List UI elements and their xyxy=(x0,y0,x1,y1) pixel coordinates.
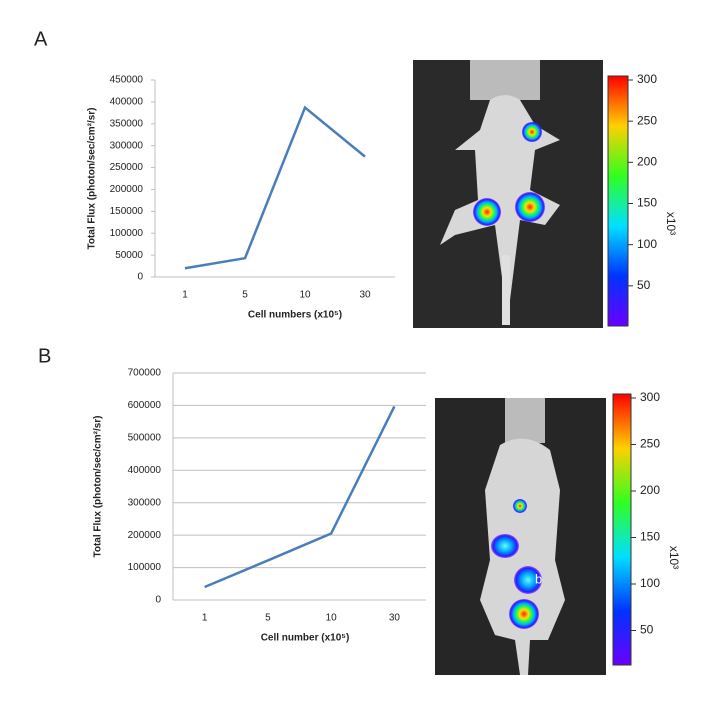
y-tick-label: 300000 xyxy=(128,497,162,508)
x-tick-label: 10 xyxy=(299,290,311,301)
y-tick-label: 450000 xyxy=(110,75,144,86)
colorbar-tick-label: 200 xyxy=(637,155,657,169)
line-series xyxy=(184,105,366,270)
y-tick-label: 150000 xyxy=(110,206,144,217)
y-tick-label: 400000 xyxy=(128,465,162,476)
x-tick-label: 10 xyxy=(326,613,338,624)
x-tick-label: 1 xyxy=(182,290,188,301)
colorbar-tick-label: 150 xyxy=(640,530,660,544)
x-tick-label: 30 xyxy=(359,290,371,301)
colorbar-tick-label: 300 xyxy=(640,390,660,404)
colorbar-tick-label: 50 xyxy=(637,278,651,292)
x-axis-label: Cell numbers (x10⁵) xyxy=(248,310,342,321)
colorbar-tick-label: 150 xyxy=(637,196,657,210)
x-tick-label: 1 xyxy=(202,613,208,624)
y-tick-label: 400000 xyxy=(110,97,144,108)
mouse-image-b: b xyxy=(435,398,606,675)
y-tick-label: 200000 xyxy=(110,184,144,195)
colorbar xyxy=(607,75,629,327)
colorbar-unit: x10³ xyxy=(664,212,678,235)
y-tick-label: 500000 xyxy=(128,432,162,443)
panel-label: B xyxy=(38,345,51,367)
colorbar-tick-label: 250 xyxy=(637,113,657,127)
y-tick-label: 300000 xyxy=(110,140,144,151)
y-tick-label: 600000 xyxy=(128,400,162,411)
panel-label: A xyxy=(34,28,48,50)
colorbar-tick-label: 100 xyxy=(640,576,660,590)
y-tick-label: 200000 xyxy=(128,530,162,541)
colorbar-unit: x10³ xyxy=(667,546,681,569)
colorbar-tick-label: 50 xyxy=(640,623,654,637)
y-tick-label: 100000 xyxy=(110,228,144,239)
x-axis-label: Cell number (x10⁵) xyxy=(261,633,350,644)
colorbar-tick-label: 300 xyxy=(637,72,657,86)
colorbar-tick-label: 200 xyxy=(640,483,660,497)
y-tick-label: 250000 xyxy=(110,162,144,173)
y-tick-label: 0 xyxy=(137,272,143,283)
x-tick-label: 5 xyxy=(265,613,271,624)
y-tick-label: 700000 xyxy=(128,368,162,379)
x-tick-label: 30 xyxy=(389,613,401,624)
y-tick-label: 350000 xyxy=(110,118,144,129)
y-tick-label: 100000 xyxy=(128,562,162,573)
line-series xyxy=(204,405,396,589)
x-tick-label: 5 xyxy=(242,290,248,301)
colorbar xyxy=(612,393,632,666)
image-label: b xyxy=(535,571,542,586)
y-axis-label: Total Flux (photon/sec/cm²/sr) xyxy=(87,107,98,249)
y-tick-label: 50000 xyxy=(115,250,143,261)
y-axis-label: Total Flux (photon/sec/cm²/sr) xyxy=(93,415,104,557)
mouse-image-a xyxy=(413,60,603,328)
colorbar-tick-label: 100 xyxy=(637,237,657,251)
y-tick-label: 0 xyxy=(155,595,161,606)
colorbar-tick-label: 250 xyxy=(640,437,660,451)
